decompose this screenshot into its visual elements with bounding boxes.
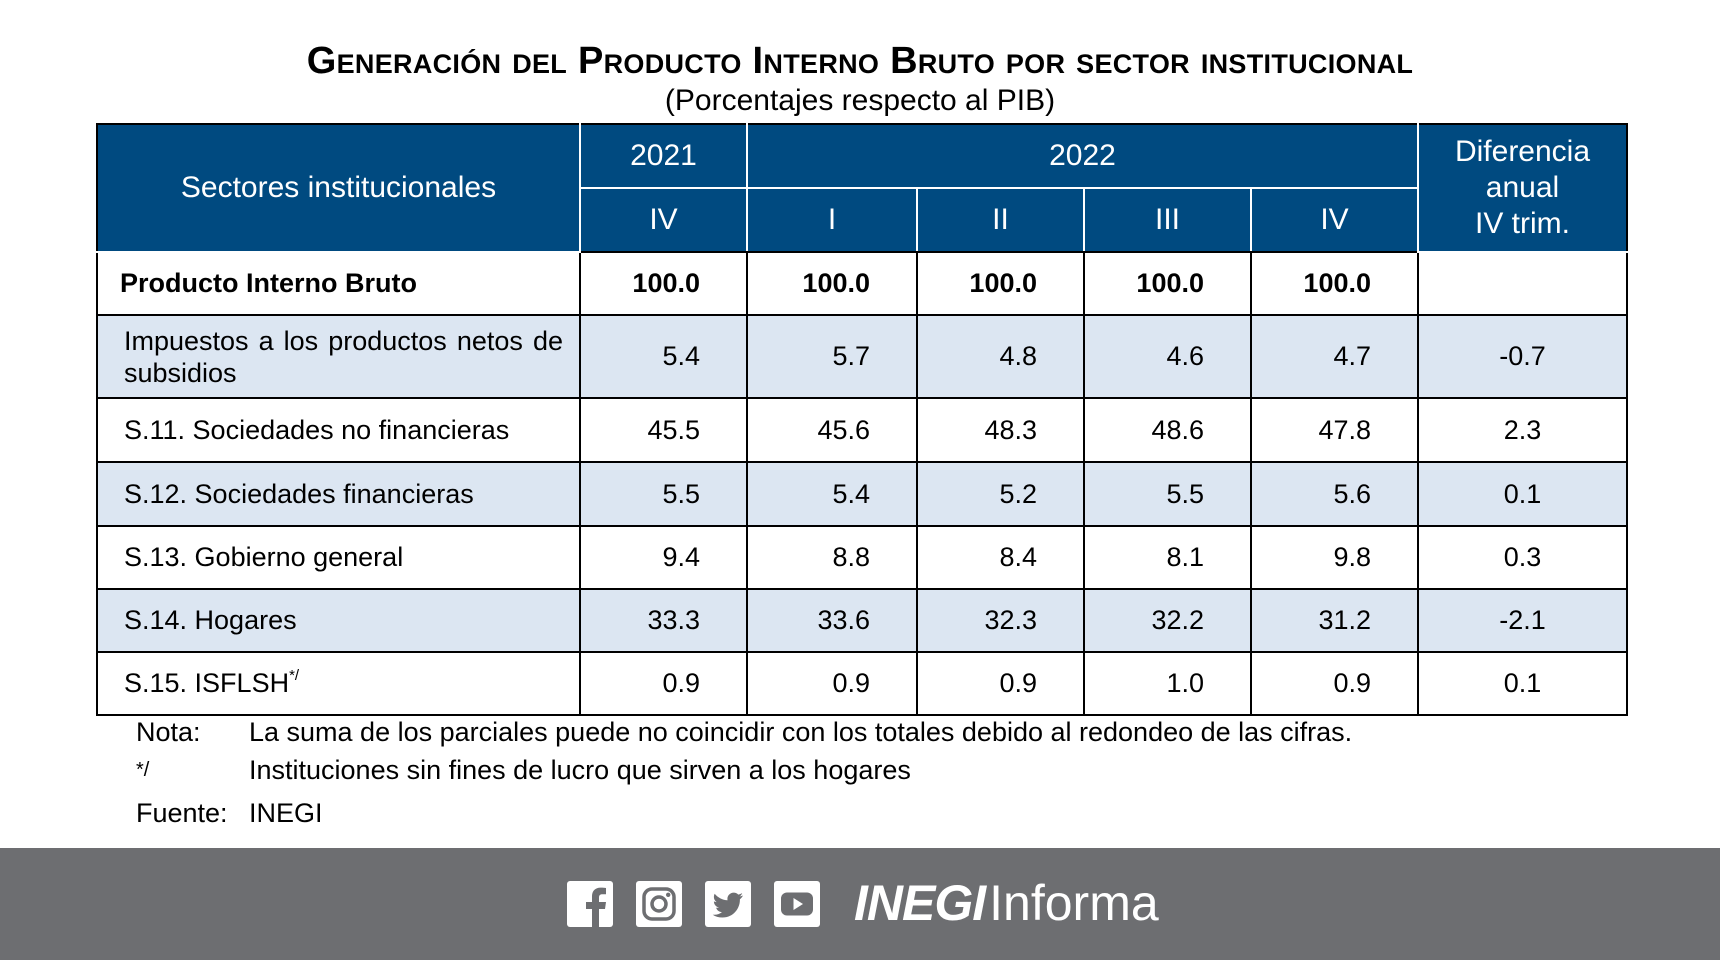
header-quarter: II bbox=[916, 187, 1085, 253]
note-text: Instituciones sin fines de lucro que sir… bbox=[249, 755, 911, 785]
cell-value: 100.0 bbox=[1250, 251, 1419, 316]
brand-inegi: INEGI bbox=[854, 875, 986, 931]
cell-value: 45.5 bbox=[579, 397, 748, 463]
table-row: S.15. ISFLSH*/ 0.9 0.9 0.9 1.0 0.9 0.1 bbox=[96, 651, 1628, 716]
note-rounding: Nota: La suma de los parciales puede no … bbox=[136, 713, 1352, 751]
brand-informa: Informa bbox=[989, 875, 1159, 931]
cell-diff: -2.1 bbox=[1417, 588, 1628, 653]
cell-value: 31.2 bbox=[1250, 588, 1419, 653]
cell-diff: 0.3 bbox=[1417, 525, 1628, 590]
cell-value: 9.8 bbox=[1250, 525, 1419, 590]
table-row: S.11. Sociedades no financieras 45.5 45.… bbox=[96, 397, 1628, 463]
cell-value: 5.7 bbox=[746, 314, 918, 399]
row-label: Impuestos a los productos netos de subsi… bbox=[96, 314, 581, 399]
note-text: INEGI bbox=[249, 798, 323, 828]
table-row: S.13. Gobierno general 9.4 8.8 8.4 8.1 9… bbox=[96, 525, 1628, 590]
table-row: S.14. Hogares 33.3 33.6 32.3 32.2 31.2 -… bbox=[96, 588, 1628, 653]
note-source: Fuente: INEGI bbox=[136, 794, 1352, 832]
social-links bbox=[567, 881, 820, 927]
instagram-icon[interactable] bbox=[636, 881, 682, 927]
table-row: Impuestos a los productos netos de subsi… bbox=[96, 314, 1628, 399]
cell-value: 5.4 bbox=[579, 314, 748, 399]
cell-value: 100.0 bbox=[916, 251, 1085, 316]
cell-value: 8.1 bbox=[1083, 525, 1252, 590]
row-label-text: S.15. ISFLSH bbox=[124, 668, 290, 698]
cell-diff: 0.1 bbox=[1417, 651, 1628, 716]
cell-value: 32.2 bbox=[1083, 588, 1252, 653]
footnote-marker: */ bbox=[289, 667, 300, 684]
cell-value: 32.3 bbox=[916, 588, 1085, 653]
cell-value: 0.9 bbox=[916, 651, 1085, 716]
header-quarter: IV bbox=[579, 187, 748, 253]
cell-value: 1.0 bbox=[1083, 651, 1252, 716]
title-block: Generación del Producto Interno Bruto po… bbox=[0, 38, 1720, 118]
cell-value: 8.8 bbox=[746, 525, 918, 590]
header-diff-line1: Diferencia bbox=[1454, 135, 1591, 168]
row-label: S.11. Sociedades no financieras bbox=[96, 397, 581, 463]
header-year-2021: 2021 bbox=[579, 123, 748, 189]
cell-value: 5.5 bbox=[579, 461, 748, 527]
row-label: S.14. Hogares bbox=[96, 588, 581, 653]
facebook-icon[interactable] bbox=[567, 881, 613, 927]
cell-value: 9.4 bbox=[579, 525, 748, 590]
header-quarter: IV bbox=[1250, 187, 1419, 253]
table-row: Producto Interno Bruto 100.0 100.0 100.0… bbox=[96, 251, 1628, 316]
table-row: S.12. Sociedades financieras 5.5 5.4 5.2… bbox=[96, 461, 1628, 527]
note-key: Fuente: bbox=[136, 798, 228, 828]
row-label: S.13. Gobierno general bbox=[96, 525, 581, 590]
cell-value: 5.5 bbox=[1083, 461, 1252, 527]
note-key: */ bbox=[136, 751, 249, 794]
cell-value: 4.8 bbox=[916, 314, 1085, 399]
cell-value: 0.9 bbox=[579, 651, 748, 716]
cell-diff bbox=[1417, 251, 1628, 316]
cell-value: 8.4 bbox=[916, 525, 1085, 590]
note-footnote: */ Instituciones sin fines de lucro que … bbox=[136, 751, 1352, 794]
cell-value: 5.2 bbox=[916, 461, 1085, 527]
cell-diff: 0.1 bbox=[1417, 461, 1628, 527]
note-text: La suma de los parciales puede no coinci… bbox=[249, 717, 1353, 747]
cell-value: 47.8 bbox=[1250, 397, 1419, 463]
header-diff-line2: anual bbox=[1485, 171, 1560, 204]
cell-diff: 2.3 bbox=[1417, 397, 1628, 463]
footer-bar: INEGIInforma bbox=[0, 848, 1720, 960]
gdp-sector-table: Sectores institucionales 2021 2022 Difer… bbox=[96, 123, 1628, 716]
cell-value: 48.3 bbox=[916, 397, 1085, 463]
row-label: Producto Interno Bruto bbox=[96, 251, 581, 316]
cell-value: 0.9 bbox=[746, 651, 918, 716]
note-key: Nota: bbox=[136, 717, 201, 747]
cell-value: 45.6 bbox=[746, 397, 918, 463]
cell-value: 100.0 bbox=[746, 251, 918, 316]
header-quarter: III bbox=[1083, 187, 1252, 253]
twitter-icon[interactable] bbox=[705, 881, 751, 927]
row-label: S.15. ISFLSH*/ bbox=[96, 651, 581, 716]
row-label-text: Impuestos a los productos netos de subsi… bbox=[124, 325, 563, 388]
page-subtitle: (Porcentajes respecto al PIB) bbox=[664, 84, 1056, 117]
header-year-2022: 2022 bbox=[746, 123, 1419, 189]
cell-value: 100.0 bbox=[579, 251, 748, 316]
cell-value: 0.9 bbox=[1250, 651, 1419, 716]
header-diff: Diferencia anual IV trim. bbox=[1417, 123, 1628, 253]
cell-value: 33.3 bbox=[579, 588, 748, 653]
header-sectors: Sectores institucionales bbox=[96, 123, 581, 253]
row-label: S.12. Sociedades financieras bbox=[96, 461, 581, 527]
cell-value: 5.4 bbox=[746, 461, 918, 527]
cell-value: 4.6 bbox=[1083, 314, 1252, 399]
cell-diff: -0.7 bbox=[1417, 314, 1628, 399]
table-notes: Nota: La suma de los parciales puede no … bbox=[136, 713, 1352, 832]
youtube-icon[interactable] bbox=[774, 881, 820, 927]
header-quarter: I bbox=[746, 187, 918, 253]
cell-value: 4.7 bbox=[1250, 314, 1419, 399]
footnote-star: */ bbox=[136, 759, 150, 781]
page-title: Generación del Producto Interno Bruto po… bbox=[306, 40, 1414, 82]
cell-value: 5.6 bbox=[1250, 461, 1419, 527]
cell-value: 48.6 bbox=[1083, 397, 1252, 463]
cell-value: 33.6 bbox=[746, 588, 918, 653]
header-diff-line3: IV trim. bbox=[1475, 207, 1570, 240]
cell-value: 100.0 bbox=[1083, 251, 1252, 316]
inegi-informa-logo: INEGIInforma bbox=[854, 874, 1159, 932]
